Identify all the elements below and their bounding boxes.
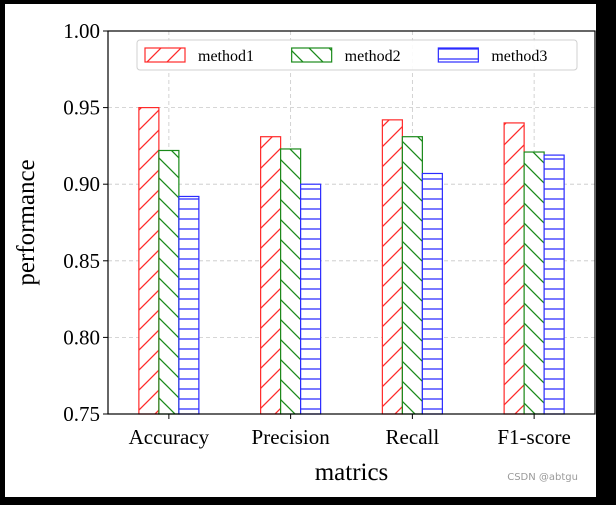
axes-frame xyxy=(107,30,596,415)
bar-method2-precision xyxy=(280,148,302,415)
y-tick-label: 1.00 xyxy=(63,19,100,43)
x-axis-label: matrics xyxy=(315,459,389,486)
y-tick-label: 0.90 xyxy=(63,172,100,196)
legend-label-method1: method1 xyxy=(198,48,254,65)
bar-method3-f1-score xyxy=(543,154,565,415)
bar-method1-precision xyxy=(260,136,282,415)
y-tick-label: 0.80 xyxy=(63,325,100,349)
legend-label-method2: method2 xyxy=(345,48,401,65)
bar-method2-accuracy xyxy=(158,149,180,415)
axis-ticks: 0.75 0.80 0.85 0.90 0.95 1.00 Accuracy Precisio… xyxy=(63,19,571,449)
bar-method3-precision xyxy=(300,183,322,415)
bars xyxy=(138,106,565,415)
legend-swatch-method1 xyxy=(144,47,186,63)
bar-method3-recall xyxy=(421,172,443,415)
bar-method1-f1-score xyxy=(503,122,525,415)
x-tick-label: Accuracy xyxy=(129,425,210,449)
x-tick-label: Precision xyxy=(252,425,331,449)
y-axis-label: performance xyxy=(13,159,40,285)
bar-chart: 0.75 0.80 0.85 0.90 0.95 1.00 Accuracy Precisio… xyxy=(13,19,596,486)
chart-figure: 0.75 0.80 0.85 0.90 0.95 1.00 Accuracy Precisio… xyxy=(5,4,596,497)
axis-labels: matrics performance xyxy=(13,159,388,486)
x-tick-label: F1-score xyxy=(497,425,570,449)
y-tick-label: 0.95 xyxy=(63,96,100,120)
bar-method2-recall xyxy=(401,136,423,415)
legend-label-method3: method3 xyxy=(491,48,547,65)
legend: method1 method2 method3 xyxy=(136,39,578,71)
legend-swatch-method2 xyxy=(291,47,333,63)
bar-method3-accuracy xyxy=(178,195,200,415)
legend-swatch-method3 xyxy=(437,47,479,63)
bar-method1-accuracy xyxy=(138,106,160,415)
y-tick-label: 0.85 xyxy=(63,249,100,273)
bar-method2-f1-score xyxy=(523,151,545,415)
bar-method1-recall xyxy=(381,119,403,415)
y-tick-label: 0.75 xyxy=(63,402,100,426)
x-tick-label: Recall xyxy=(386,425,440,449)
watermark: CSDN @abtgu xyxy=(507,472,578,483)
